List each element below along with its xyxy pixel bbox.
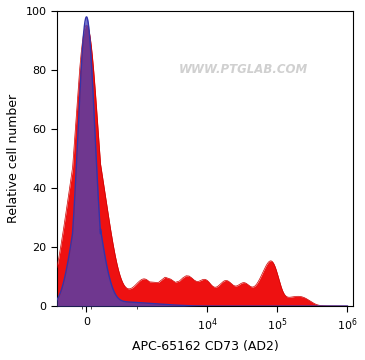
X-axis label: APC-65162 CD73 (AD2): APC-65162 CD73 (AD2) — [132, 340, 278, 353]
Text: WWW.PTGLAB.COM: WWW.PTGLAB.COM — [179, 63, 308, 76]
Y-axis label: Relative cell number: Relative cell number — [7, 94, 20, 223]
